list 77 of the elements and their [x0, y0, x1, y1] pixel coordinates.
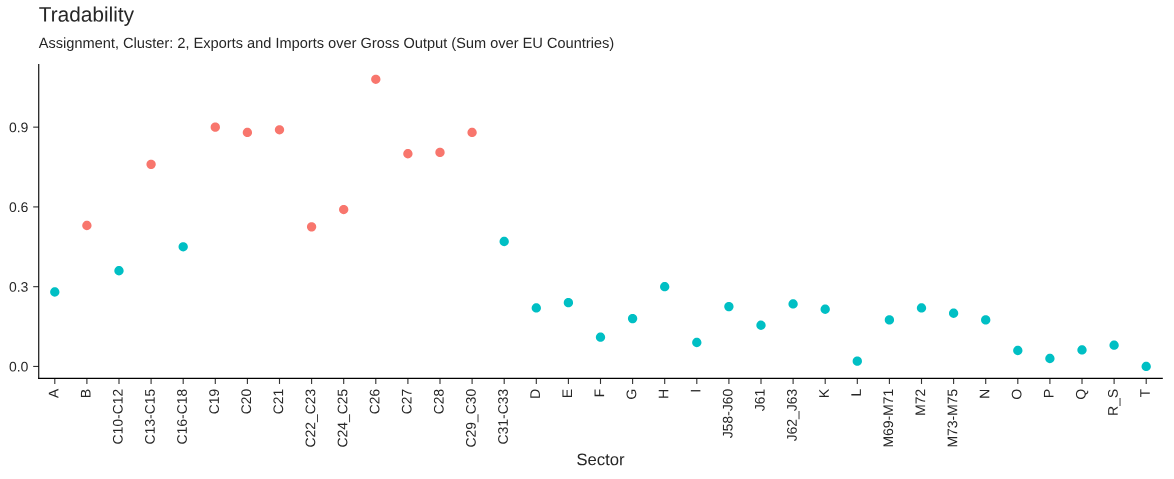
- point: [1045, 353, 1055, 364]
- x-tick-label: C31-C33: [498, 389, 508, 444]
- x-tick-label: J58-J60: [722, 389, 733, 439]
- point: [531, 303, 541, 313]
- point: [595, 332, 606, 342]
- point: [306, 222, 317, 232]
- x-tick-label: R_S: [1108, 389, 1121, 415]
- point: [563, 297, 574, 308]
- point: [467, 127, 477, 138]
- point: [114, 266, 124, 276]
- point: [820, 304, 830, 314]
- x-tick-label: B: [80, 389, 91, 397]
- x-tick-label: C13-C15: [144, 389, 155, 444]
- x-tick-label: P: [1043, 389, 1054, 397]
- x-tick-label: C22_C23: [305, 389, 318, 447]
- point: [724, 301, 734, 312]
- point: [339, 204, 349, 215]
- point: [50, 287, 60, 297]
- point: [916, 303, 927, 313]
- point: [242, 127, 253, 138]
- chart-subtitle: Assignment, Cluster: 2, Exports and Imports over Gross Output (Sum over EU Countries): [38, 37, 614, 51]
- point: [1141, 361, 1151, 372]
- point: [692, 337, 702, 348]
- x-tick-label: C19: [209, 389, 220, 414]
- point: [82, 220, 92, 231]
- x-tick-label: D: [530, 389, 540, 398]
- x-tick-label: C29_C30: [465, 389, 479, 447]
- x-axis-title: Sector: [577, 453, 625, 466]
- x-tick-label: I: [690, 390, 701, 392]
- x-tick-label: F: [594, 389, 605, 397]
- point: [981, 315, 991, 325]
- y-tick-label: 0.9: [9, 122, 28, 133]
- point: [1109, 340, 1119, 350]
- x-tick-label: L: [851, 389, 861, 396]
- x-tick-label: C21: [273, 389, 284, 414]
- x-tick-label: C27: [401, 389, 412, 414]
- point: [371, 74, 381, 84]
- x-tick-label: T: [1140, 389, 1150, 397]
- x-tick-label: E: [562, 389, 572, 397]
- point: [499, 236, 509, 247]
- x-tick-label: C10-C12: [112, 389, 123, 444]
- x-tick-label: C20: [241, 389, 252, 414]
- point: [146, 159, 156, 170]
- x-tick-label: M69-M71: [883, 389, 894, 447]
- y-tick-label: 0.3: [9, 282, 28, 292]
- point: [756, 320, 766, 330]
- x-tick-label: G: [626, 389, 637, 399]
- point: [435, 147, 445, 158]
- point: [403, 149, 413, 159]
- x-tick-label: A: [48, 388, 59, 399]
- point: [178, 242, 188, 252]
- point: [788, 299, 798, 309]
- x-tick-label: C26: [369, 389, 380, 414]
- y-tick-label: 0.6: [9, 202, 28, 213]
- x-tick-label: M73-M75: [947, 389, 958, 447]
- point: [660, 282, 670, 292]
- point: [948, 308, 959, 318]
- point: [1013, 345, 1023, 356]
- x-tick-label: H: [658, 389, 669, 398]
- point: [210, 122, 220, 132]
- x-tick-label: J62_J63: [787, 389, 800, 442]
- x-tick-label: C28: [433, 389, 444, 414]
- x-tick-label: C24_C25: [337, 389, 351, 447]
- x-tick-label: M72: [915, 389, 926, 415]
- x-tick-label: C16-C18: [177, 389, 187, 444]
- x-tick-label: O: [1011, 389, 1022, 399]
- x-tick-label: K: [819, 388, 829, 397]
- x-tick-label: Q: [1075, 389, 1089, 399]
- chart-title: Tradability: [39, 6, 135, 26]
- point: [884, 315, 895, 325]
- point: [852, 356, 862, 366]
- point: [627, 313, 638, 324]
- point: [274, 125, 285, 135]
- x-tick-label: N: [979, 389, 990, 398]
- x-tick-label: J61: [754, 389, 765, 411]
- y-tick-label: 0.0: [9, 361, 28, 372]
- point: [1077, 345, 1087, 355]
